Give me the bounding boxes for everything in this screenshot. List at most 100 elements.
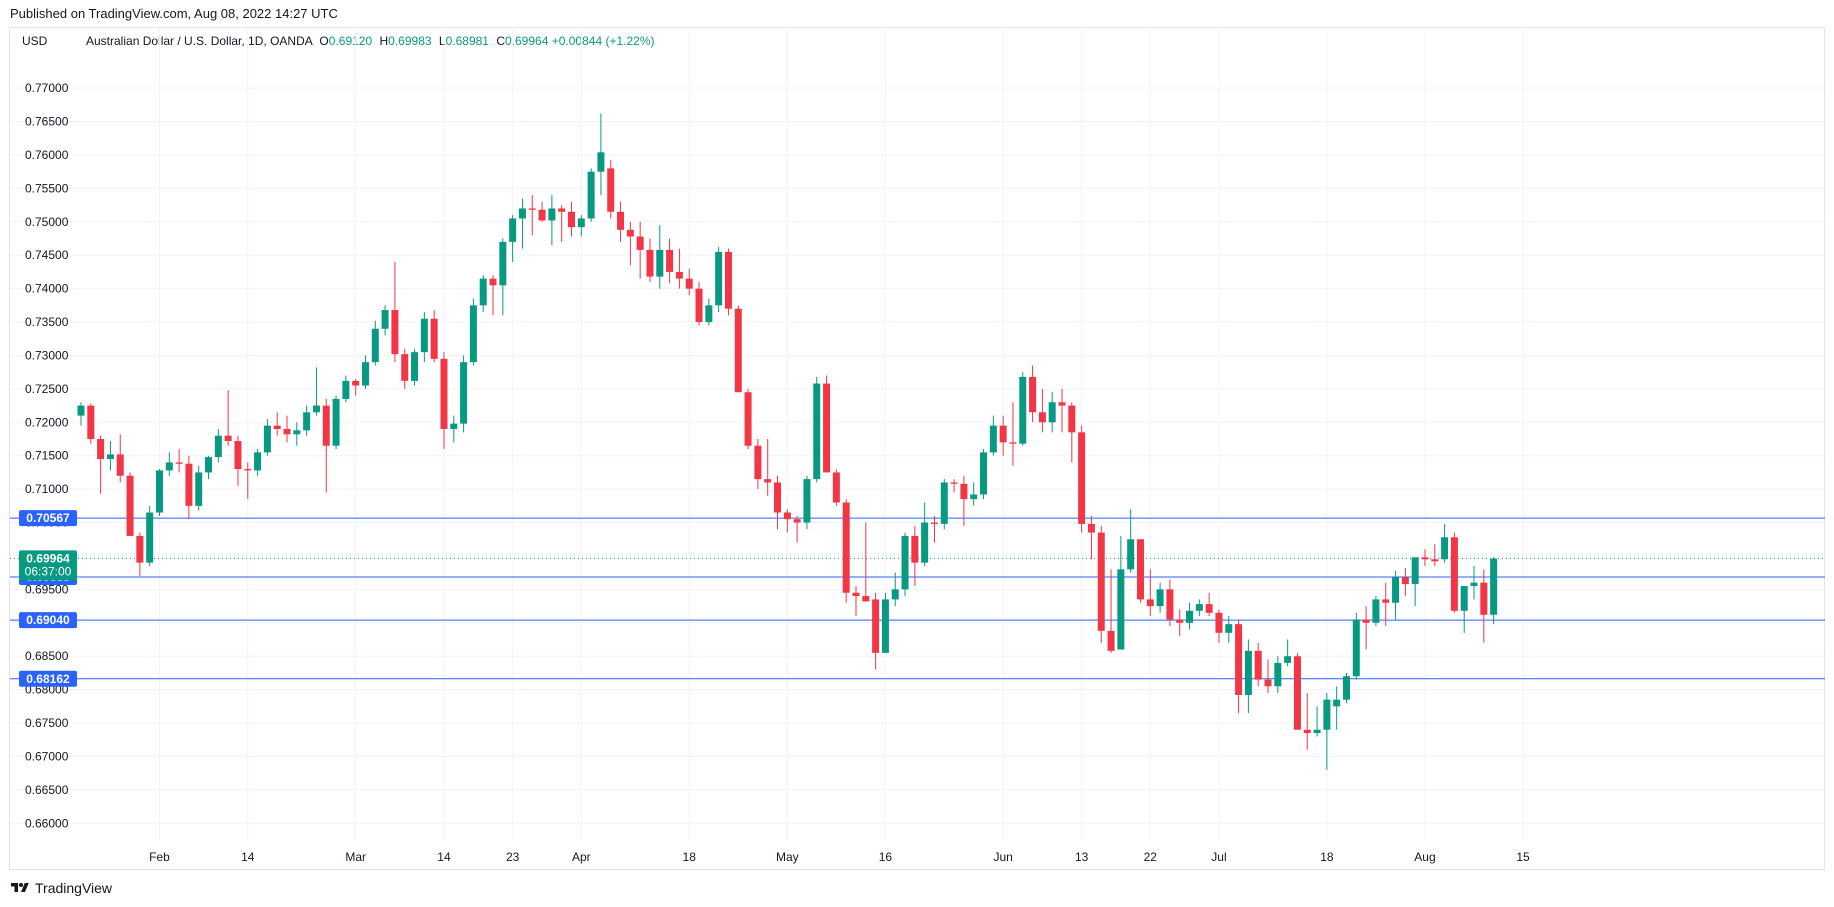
candle-body (999, 425, 1007, 443)
level-badge (19, 670, 77, 687)
candle-body (1382, 599, 1390, 603)
candle-body (165, 462, 173, 471)
x-tick-label: Mar (345, 850, 366, 864)
candle-body (1342, 676, 1350, 700)
candle-body (1362, 619, 1370, 623)
candle-body (803, 479, 811, 523)
candle-body (1480, 582, 1488, 615)
candle-body (1156, 589, 1164, 607)
candle-body (587, 171, 595, 219)
y-tick-label: 0.72000 (25, 415, 69, 429)
x-tick-label: 18 (1320, 850, 1334, 864)
candle-body (469, 305, 477, 363)
candle-body (774, 482, 782, 513)
candle-body (872, 599, 880, 653)
candle-body (656, 249, 664, 277)
candle-body (921, 522, 929, 563)
candle-body (685, 278, 693, 289)
candle-body (116, 454, 124, 476)
candle-body (1146, 599, 1154, 607)
candle-body (793, 519, 801, 523)
candle-body (273, 425, 281, 429)
high-label: H (379, 34, 389, 48)
chart-frame[interactable] (9, 27, 1825, 870)
candle-body (283, 428, 291, 435)
candle-body (715, 251, 723, 306)
candle-body (1136, 539, 1144, 600)
change-value: +0.00844 (+1.22%) (551, 34, 655, 48)
level-badge (19, 510, 77, 527)
x-tick-label: Feb (149, 850, 170, 864)
candle-body (244, 469, 252, 471)
candle-body (1352, 619, 1360, 677)
candle-body (1421, 557, 1429, 560)
candle-body (558, 208, 566, 212)
price-badges: 0.705670.696850.690400.681620.6996406:37… (19, 510, 77, 687)
candle-body (528, 208, 536, 210)
candle-body (1117, 569, 1125, 650)
candle-body (1284, 656, 1292, 663)
y-tick-label: 0.66500 (25, 783, 69, 797)
candle-body (214, 435, 222, 458)
candle-body (509, 218, 517, 242)
y-tick-label: 0.73500 (25, 315, 69, 329)
candle-body (97, 439, 105, 460)
candle-body (371, 328, 379, 363)
symbol-legend: Australian Dollar / U.S. Dollar, 1D, OAN… (86, 34, 654, 48)
candle-body (1019, 376, 1027, 444)
candle-body (724, 251, 732, 309)
candle-body (597, 152, 605, 172)
candle-body (940, 482, 948, 524)
candle-body (175, 462, 183, 464)
last-price-badge (19, 550, 77, 581)
candle-body (666, 249, 674, 272)
candle-body (312, 405, 320, 413)
x-tick-label: 15 (1516, 850, 1530, 864)
tradingview-logo-icon (11, 883, 29, 892)
y-tick-label: 0.75000 (25, 215, 69, 229)
candle-body (460, 362, 468, 424)
candle-body (155, 470, 163, 513)
candle-body (832, 472, 840, 503)
candle-body (146, 512, 154, 563)
candle-body (430, 318, 438, 359)
candle-body (1068, 405, 1076, 433)
candle-body (106, 454, 114, 460)
y-tick-label: 0.72500 (25, 382, 69, 396)
x-tick-label: May (776, 850, 799, 864)
candle-body (744, 392, 752, 446)
y-tick-label: 0.73000 (25, 348, 69, 362)
high-value: 0.69983 (388, 34, 432, 48)
candle-body (813, 383, 821, 480)
footer: TradingView (10, 880, 112, 896)
candle-body (911, 535, 919, 563)
x-tick-label: 14 (241, 850, 255, 864)
symbol-name: Australian Dollar / U.S. Dollar, 1D, OAN… (86, 34, 313, 48)
x-tick-label: 13 (1075, 850, 1089, 864)
candle-body (1431, 559, 1439, 562)
candle-body (901, 535, 909, 590)
candle-body (126, 475, 134, 536)
time-axis[interactable]: Feb 14 Mar 14 23 Apr 18 May 16 Jun 13 22 Jul 18 Aug 15 (149, 850, 1530, 864)
candle-body (1313, 729, 1321, 734)
candle-body (695, 288, 703, 323)
level-badge-label: 0.70567 (26, 511, 70, 525)
candle-body (705, 305, 713, 323)
currency-label: USD (22, 34, 48, 48)
candle-body (607, 168, 615, 212)
candle-body (254, 452, 262, 471)
candle-body (1038, 412, 1046, 423)
x-tick-label: 16 (879, 850, 893, 864)
x-tick-label: Apr (572, 850, 591, 864)
candle-body (381, 310, 389, 329)
y-tick-label: 0.67500 (25, 716, 69, 730)
candle-body (1392, 577, 1400, 603)
price-axis[interactable]: 0.660000.665000.670000.675000.680000.685… (25, 81, 69, 830)
candle-body (1254, 650, 1262, 680)
candle-body (224, 435, 232, 442)
candle-body (980, 452, 988, 495)
candle-body (764, 479, 772, 483)
y-tick-label: 0.67000 (25, 749, 69, 763)
candle-body (136, 535, 144, 563)
